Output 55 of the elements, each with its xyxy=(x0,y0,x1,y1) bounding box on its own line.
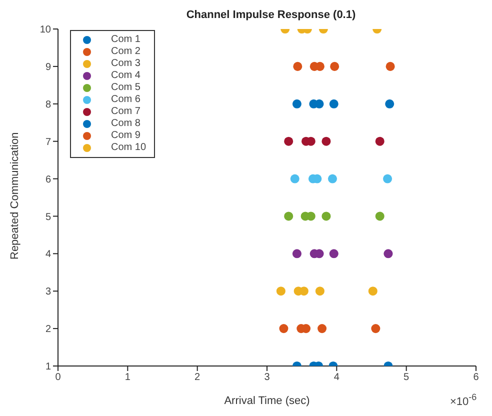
x-tick-label: 2 xyxy=(194,372,201,384)
legend-label: Com 4 xyxy=(111,70,140,82)
point xyxy=(330,62,340,71)
x-axis-title: Arrival Time (sec) xyxy=(224,395,310,407)
point xyxy=(329,99,338,108)
point xyxy=(385,99,394,108)
point xyxy=(293,62,302,71)
point xyxy=(368,286,378,296)
y-tick-label: 6 xyxy=(45,174,52,186)
legend-label: Com 10 xyxy=(111,142,146,154)
point xyxy=(329,249,338,258)
y-tick-label: 10 xyxy=(40,24,52,36)
legend-label: Com 1 xyxy=(111,34,140,46)
y-tick-label: 2 xyxy=(45,324,52,336)
x-tick-label: 1 xyxy=(124,372,131,384)
x-tick-label: 0 xyxy=(55,372,62,384)
point xyxy=(384,249,393,258)
y-tick-label: 7 xyxy=(45,136,52,148)
point xyxy=(318,324,327,334)
point xyxy=(290,174,300,184)
point xyxy=(386,62,395,71)
y-tick-label: 8 xyxy=(45,99,52,110)
y-tick-label: 9 xyxy=(45,62,52,73)
legend-label: Com 3 xyxy=(111,58,140,70)
point xyxy=(322,136,331,146)
y-tick-label: 5 xyxy=(45,212,52,223)
point xyxy=(284,212,294,221)
x-tick-label: 5 xyxy=(404,372,410,384)
y-tick-label: 4 xyxy=(45,249,52,260)
legend-label: Com 6 xyxy=(111,94,140,106)
point xyxy=(279,324,288,334)
x-tick-label: 4 xyxy=(334,372,340,384)
y-tick-label: 3 xyxy=(45,286,52,298)
x-tick-label: 3 xyxy=(264,372,270,384)
point xyxy=(375,212,384,221)
point xyxy=(328,174,337,184)
point xyxy=(315,286,324,296)
point xyxy=(383,174,392,184)
legend-label: Com 9 xyxy=(111,130,140,142)
point xyxy=(292,249,302,258)
y-tick-label: 1 xyxy=(45,362,52,373)
legend-label: Com 7 xyxy=(111,106,140,118)
point xyxy=(284,136,294,146)
point xyxy=(371,324,380,334)
y-axis-title: Repeated Communication xyxy=(8,132,21,260)
point xyxy=(292,99,302,108)
legend-label: Com 8 xyxy=(111,118,140,130)
x-tick-label: 6 xyxy=(473,372,480,384)
point xyxy=(375,136,384,146)
legend-label: Com 2 xyxy=(111,46,140,58)
point xyxy=(276,286,286,296)
point xyxy=(322,212,331,221)
chart-title: Channel Impulse Response (0.1) xyxy=(186,9,356,21)
text: ×10$^{-6}$ xyxy=(450,392,477,408)
legend-label: Com 5 xyxy=(111,82,140,94)
